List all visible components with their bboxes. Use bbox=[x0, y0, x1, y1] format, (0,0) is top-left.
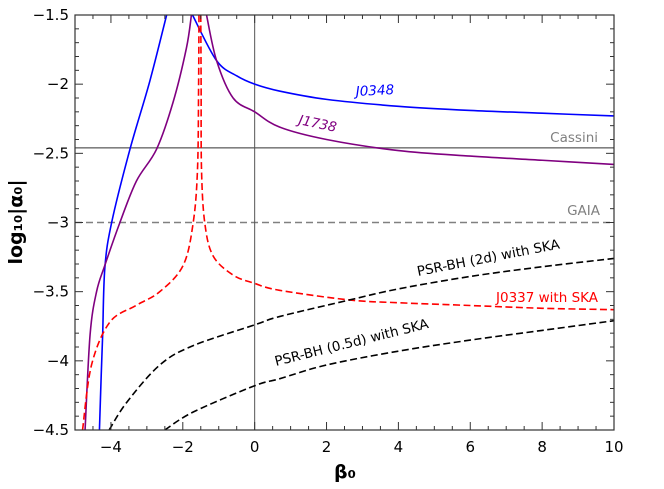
x-tick-label: 8 bbox=[537, 438, 547, 456]
series-line-1-segment-0 bbox=[84, 15, 193, 430]
curve-label-psr-bh-05d: PSR-BH (0.5d) with SKA bbox=[273, 316, 431, 370]
curve-label-j0337: J0337 with SKA bbox=[495, 290, 599, 306]
series-line-0-segment-0 bbox=[98, 15, 168, 430]
reference-label-cassini: Cassini bbox=[550, 130, 598, 146]
y-tick-label: −2.5 bbox=[33, 144, 69, 162]
y-tick-label: −4 bbox=[47, 352, 69, 370]
curve-label-j1738: J1738 bbox=[294, 112, 338, 136]
x-tick-label: 10 bbox=[604, 438, 623, 456]
y-axis-title: log₁₀|α₀| bbox=[5, 179, 27, 264]
y-tick-label: −2 bbox=[47, 75, 69, 93]
y-tick-label: −4.5 bbox=[33, 421, 69, 439]
curve-label-j0348: J0348 bbox=[352, 82, 394, 100]
x-tick-label: 2 bbox=[322, 438, 332, 456]
series-line-2-segment-1 bbox=[199, 15, 614, 311]
x-tick-label: −4 bbox=[100, 438, 122, 456]
y-tick-label: −3 bbox=[47, 214, 69, 232]
plot-frame bbox=[74, 14, 615, 431]
x-axis-title: β₀ bbox=[334, 461, 356, 483]
series-line-1-segment-1 bbox=[205, 15, 614, 166]
series-line-0-segment-1 bbox=[191, 15, 614, 117]
series-line-3-segment-0 bbox=[108, 257, 614, 430]
series-line-4-segment-0 bbox=[164, 319, 614, 430]
x-tick-label: 6 bbox=[465, 438, 475, 456]
y-tick-label: −3.5 bbox=[33, 283, 69, 301]
x-tick-label: 4 bbox=[394, 438, 404, 456]
y-tick-label: −1.5 bbox=[33, 6, 69, 24]
x-tick-label: −2 bbox=[172, 438, 194, 456]
series-line-2-segment-0 bbox=[81, 15, 200, 430]
reference-label-gaia: GAIA bbox=[567, 203, 601, 219]
x-tick-label: 0 bbox=[250, 438, 260, 456]
